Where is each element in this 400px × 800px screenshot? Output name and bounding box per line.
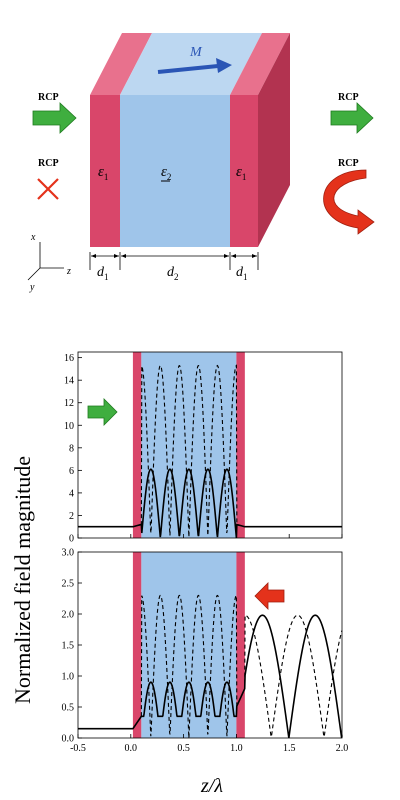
- d2-label: d2: [167, 265, 179, 282]
- rcp-out-label: RCP: [338, 92, 359, 103]
- axis-y-label: y: [29, 282, 35, 293]
- layer-eps1: [236, 552, 245, 738]
- rcp-reflected-label: RCP: [338, 158, 359, 169]
- y-tick-label: 0: [69, 534, 74, 545]
- coordinate-axes: [27, 242, 64, 281]
- y-tick-label: 1.0: [62, 672, 75, 683]
- x-tick-label: -0.5: [70, 743, 86, 754]
- y-tick-label: 1.5: [62, 641, 75, 652]
- layer-eps1: [132, 552, 142, 738]
- axis-x-label: x: [30, 232, 36, 243]
- reflected-wave-curved-arrow-icon: [323, 169, 375, 235]
- field-profile-plots: Normalized field magnitude 0 2 4 6 8 10 12 14 16…: [10, 351, 349, 797]
- eps-right-label: ε1: [236, 164, 246, 182]
- rcp-in-label: RCP: [38, 92, 59, 103]
- incident-right-arrow-icon: [87, 398, 118, 426]
- y-tick-label: 12: [64, 398, 74, 409]
- magnetization-label: M: [189, 45, 203, 60]
- layer-eps1: [236, 352, 245, 538]
- device-schematic: M ε1 ε2 ε1 d1 d2 d1 RCP RCP RCP: [27, 33, 375, 293]
- bottom-panel: 0.00.51.01.52.02.53.0-0.5 0.0 0.5 1.0 1.5 2.0: [62, 548, 349, 755]
- eps-left-label: ε1: [98, 164, 108, 182]
- transmitted-wave-arrow-icon: [330, 102, 374, 134]
- y-tick-label: 0.5: [62, 703, 75, 714]
- x-tick-label: 1.0: [230, 743, 243, 754]
- y-tick-label: 10: [64, 421, 74, 432]
- y-tick-label: 3.0: [62, 548, 75, 559]
- y-tick-label: 4: [69, 488, 74, 499]
- slab-mid-top-face: [120, 33, 262, 95]
- series-dashed: [78, 594, 343, 739]
- slab-right-top-face: [230, 33, 290, 95]
- y-tick-label: 0.0: [62, 734, 75, 745]
- y-tick-label: 16: [64, 353, 74, 364]
- series-dashed: [78, 364, 342, 537]
- y-tick-label: 6: [69, 466, 74, 477]
- slab-right-side-face: [258, 33, 290, 247]
- incident-left-arrow-icon: [254, 582, 285, 610]
- rcp-blocked-label: RCP: [38, 158, 59, 169]
- y-tick-label: 14: [64, 376, 74, 387]
- x-tick-label: 2.0: [336, 743, 349, 754]
- incoming-wave-arrow-icon: [32, 102, 77, 134]
- layer-eps2: [141, 352, 237, 538]
- d1-left-label: d1: [97, 265, 109, 282]
- y-tick-label: 2.0: [62, 610, 75, 621]
- layer-eps1: [132, 352, 142, 538]
- y-tick-label: 2.5: [62, 579, 75, 590]
- slab-left-front: [90, 95, 120, 247]
- slab-right-front: [230, 95, 258, 247]
- axis-z-label: z: [66, 266, 71, 277]
- slab-left-top-face: [90, 33, 152, 95]
- x-tick-label: 0.0: [125, 743, 138, 754]
- y-axis-label: Normalized field magnitude: [10, 456, 35, 704]
- blocked-x-icon: [37, 178, 59, 200]
- d1-right-label: d1: [236, 265, 248, 282]
- magnetization-arrow: [157, 58, 232, 74]
- dimension-arrowheads: [91, 254, 257, 258]
- plot-frame: [77, 351, 343, 539]
- eps-mid-label: ε2: [161, 164, 171, 182]
- y-tick-label: 2: [69, 511, 74, 522]
- x-axis-label: z/λ: [200, 775, 223, 797]
- y-tick-label: 8: [69, 443, 74, 454]
- top-panel: 0 2 4 6 8 10 12 14 16: [64, 351, 343, 545]
- x-tick-label: 1.5: [283, 743, 296, 754]
- x-tick-label: 0.5: [177, 743, 190, 754]
- slab-mid-front: [120, 95, 230, 247]
